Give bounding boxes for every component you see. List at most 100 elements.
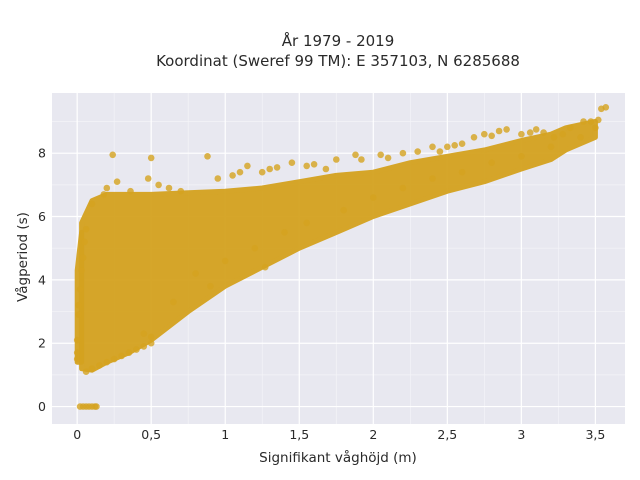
scatter-point: [399, 149, 407, 157]
scatter-point: [192, 270, 199, 277]
scatter-point: [109, 151, 116, 159]
scatter-point: [78, 267, 85, 274]
scatter-point: [458, 168, 466, 176]
scatter-point: [88, 200, 96, 208]
scatter-point: [458, 140, 466, 147]
scatter-point: [214, 175, 222, 182]
scatter-point: [550, 134, 558, 141]
scatter-point: [595, 116, 602, 124]
scatter-point: [127, 187, 134, 195]
point-cloud-region: [79, 119, 598, 373]
scatter-point: [165, 184, 173, 192]
scatter-point: [281, 229, 288, 236]
x-tick-label: 0: [73, 427, 81, 442]
chart-title: År 1979 - 2019: [282, 31, 395, 50]
tick-labels: 0 0,5 1 1,5 2 2,5 3 3,5 0 2 4 6 8: [38, 146, 605, 442]
x-tick-label: 1: [221, 427, 229, 442]
scatter-point: [103, 358, 111, 366]
scatter-point: [147, 339, 155, 347]
scatter-point: [481, 130, 488, 138]
scatter-point: [580, 118, 587, 125]
x-tick-label: 3: [517, 427, 525, 442]
scatter-point: [118, 352, 125, 360]
chart-subtitle: Koordinat (Sweref 99 TM): E 357103, N 62…: [156, 52, 520, 70]
scatter-point: [310, 161, 318, 168]
scatter-point: [503, 126, 510, 133]
scatter-point: [340, 206, 348, 214]
scatter-point: [133, 346, 140, 353]
scatter-point: [113, 178, 121, 185]
scatter-point: [75, 311, 82, 319]
scatter-point: [547, 143, 555, 151]
scatter-point: [82, 225, 90, 233]
scatter-point: [518, 130, 525, 138]
scatter-point: [76, 286, 84, 293]
scatter-points: [73, 104, 610, 410]
y-axis-title: Vågperiod (s): [14, 212, 31, 302]
scatter-point: [229, 172, 236, 179]
scatter-point: [88, 365, 96, 372]
scatter-point: [96, 362, 103, 369]
y-tick-label: 2: [38, 336, 46, 351]
scatter-point: [414, 148, 422, 155]
scatter-point: [540, 129, 547, 136]
scatter-point: [155, 181, 162, 189]
point-cloud: [74, 119, 598, 373]
scatter-point: [93, 403, 100, 410]
scatter-point: [559, 130, 567, 138]
scatter-point: [125, 349, 133, 357]
scatter-point: [577, 134, 584, 141]
x-tick-label: 3,5: [585, 427, 605, 442]
scatter-point: [140, 330, 148, 338]
scatter-point: [236, 168, 244, 176]
scatter-point: [147, 333, 155, 341]
scatter-point: [79, 254, 87, 261]
y-tick-label: 8: [38, 146, 46, 161]
scatter-point: [451, 142, 459, 149]
scatter-point: [75, 301, 82, 309]
scatter-point: [144, 175, 152, 182]
scatter-point: [592, 124, 599, 132]
scatter-point: [526, 129, 534, 136]
x-tick-label: 2: [369, 427, 377, 442]
scatter-point: [288, 159, 296, 166]
x-tick-label: 2,5: [437, 427, 457, 442]
scatter-point: [204, 153, 211, 160]
scatter-point: [81, 238, 88, 246]
scatter-point: [261, 263, 269, 271]
scatter-point: [322, 165, 330, 173]
y-tick-label: 4: [38, 272, 46, 287]
scatter-point: [221, 257, 229, 265]
x-axis-title: Signifikant våghöjd (m): [259, 449, 417, 466]
x-tick-label: 0,5: [141, 427, 161, 442]
scatter-point: [377, 151, 385, 159]
scatter-point: [273, 164, 281, 171]
scatter-point: [207, 282, 214, 290]
y-tick-label: 0: [38, 399, 46, 414]
scatter-point: [82, 368, 90, 376]
scatter-point: [170, 298, 177, 306]
scatter-point: [303, 219, 311, 227]
scatter-point: [147, 154, 155, 162]
scatter-point: [244, 162, 251, 170]
scatter-point: [429, 175, 436, 182]
y-tick-label: 6: [38, 209, 46, 224]
scatter-point: [587, 118, 595, 125]
scatter-point: [602, 104, 610, 111]
scatter-point: [532, 126, 540, 133]
scatter-point: [258, 168, 266, 176]
scatter-point: [518, 153, 525, 160]
scatter-point: [384, 154, 392, 162]
scatter-point: [399, 184, 407, 192]
scatter-point: [429, 143, 436, 151]
scatter-point: [103, 184, 111, 192]
scatter-point: [140, 343, 148, 350]
scatter-point: [470, 134, 478, 141]
scatter-point: [177, 187, 185, 195]
scatter-point: [73, 336, 81, 344]
scatter-point: [436, 148, 444, 155]
scatter-point: [358, 156, 365, 163]
scatter-point: [303, 162, 311, 170]
scatter-point: [566, 124, 574, 132]
